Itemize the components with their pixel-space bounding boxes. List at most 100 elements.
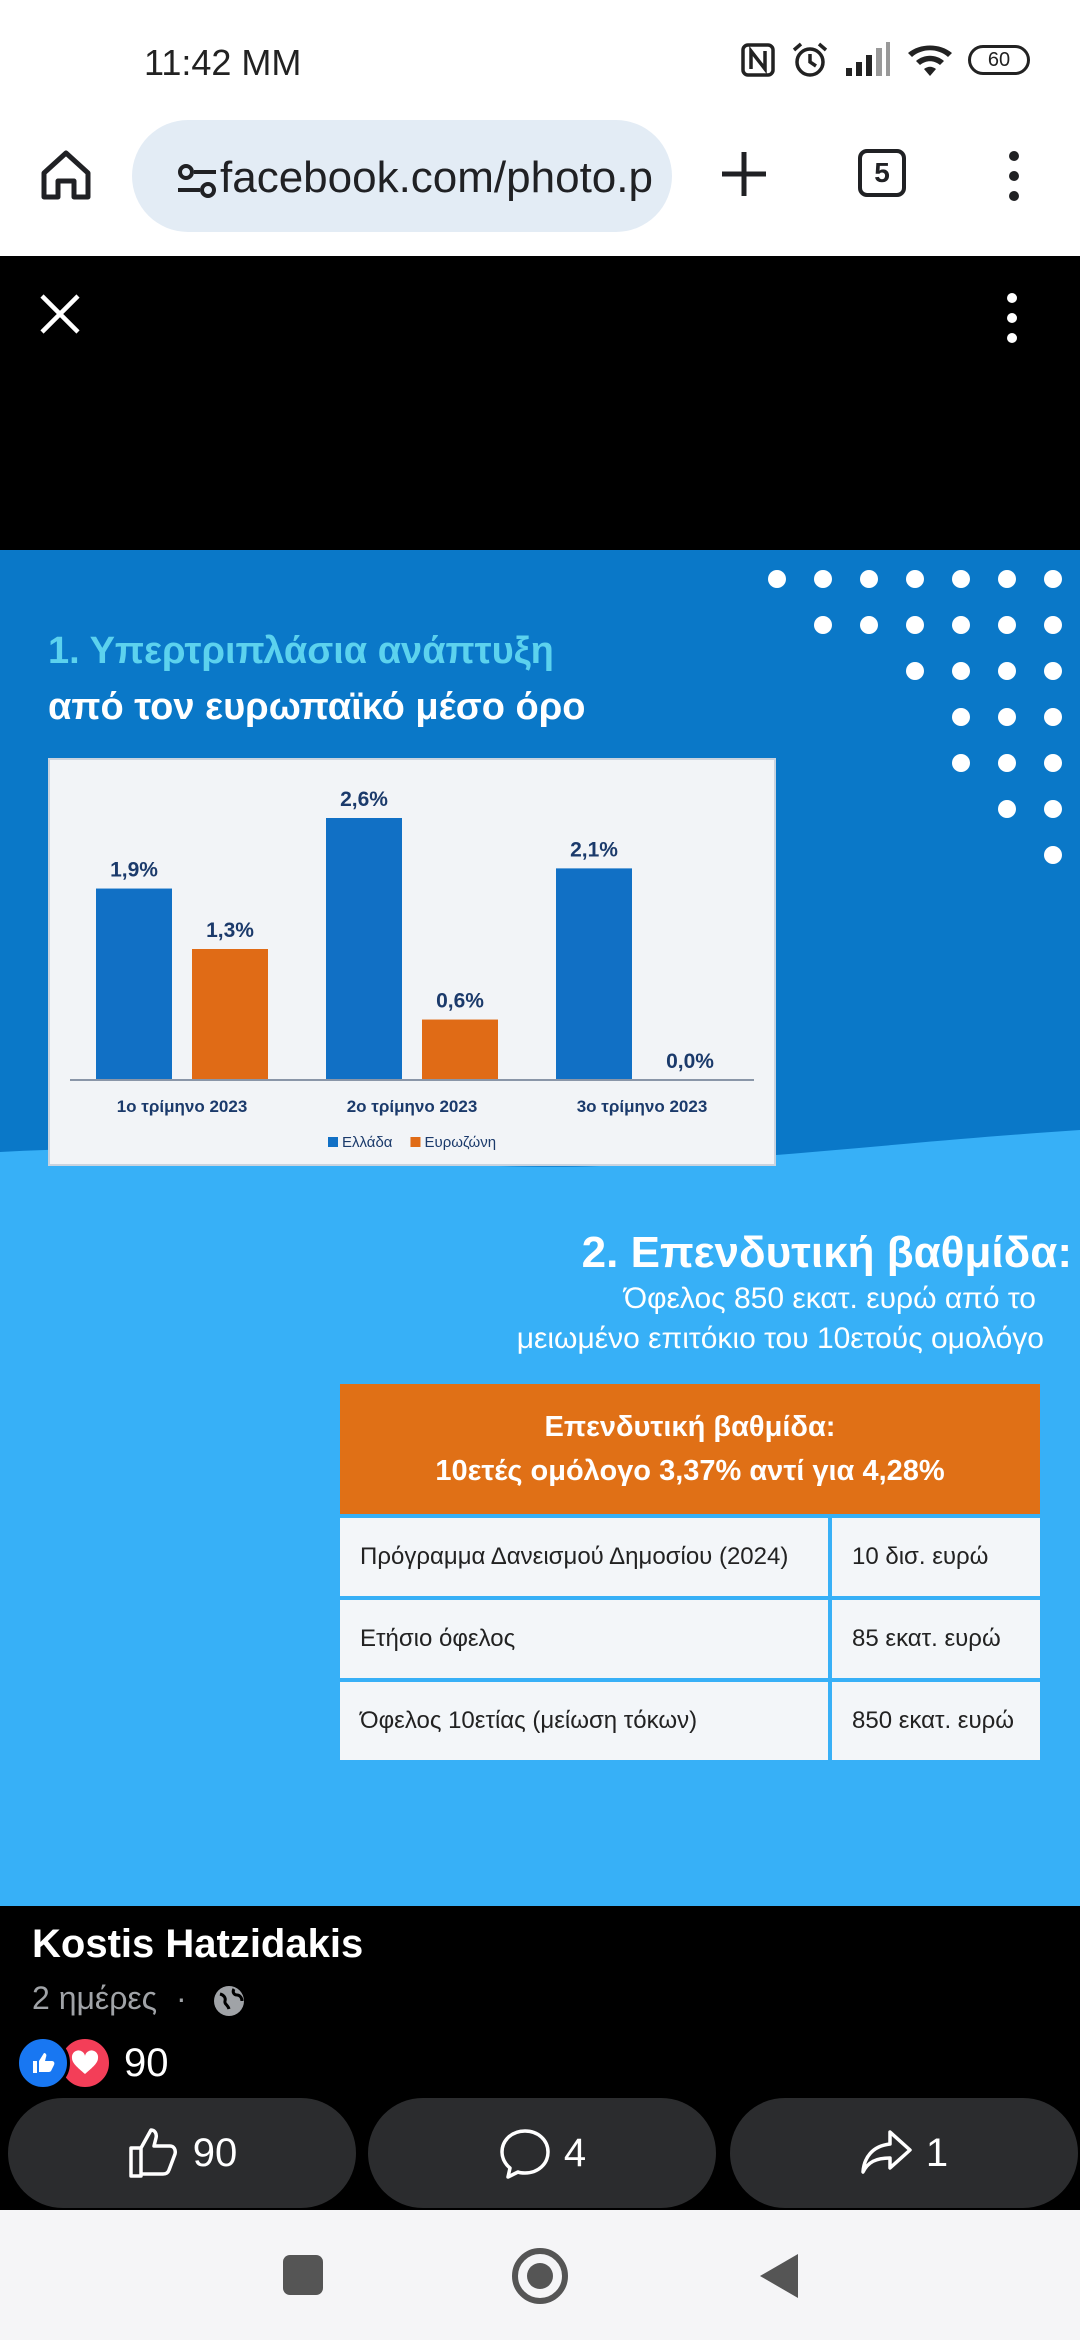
home-icon[interactable] — [36, 145, 96, 205]
comment-count: 4 — [563, 2130, 587, 2175]
table-row: Ετήσιο όφελος 85 εκατ. ευρώ — [340, 1600, 1040, 1678]
chart-bar — [422, 1019, 498, 1080]
chart-data-label: 1,9% — [110, 859, 158, 882]
chart-canvas: 1,9% 1,3% 1ο τρίμηνο 2023 2,6% 0,6% 2ο τρίμην… — [70, 788, 754, 1151]
comment-button[interactable]: 4 — [368, 2098, 716, 2208]
share-icon — [861, 2130, 912, 2174]
table-header: Επενδυτική βαθμίδα: 10ετές ομόλογο 3,37%… — [340, 1384, 1040, 1514]
chart-bar — [96, 888, 172, 1080]
decorative-dot — [952, 754, 970, 772]
section2-subtitle-line1: Όφελος 850 εκατ. ευρώ από το — [623, 1282, 1036, 1315]
decorative-dot — [860, 570, 878, 588]
post-time[interactable]: 2 ημέρες · — [32, 1980, 187, 2017]
table-cell-label: Πρόγραμμα Δανεισμού Δημοσίου (2024) — [340, 1518, 828, 1596]
decorative-dot — [1044, 570, 1062, 588]
decorative-dot — [1044, 800, 1062, 818]
legend-swatch — [328, 1137, 338, 1147]
section2-subtitle-line2: μειωμένο επιτόκιο του 10ετούς ομολόγο — [516, 1322, 1044, 1355]
decorative-dot — [814, 570, 832, 588]
status-time: 11:42 ΜΜ — [144, 42, 302, 83]
decorative-dot — [906, 662, 924, 680]
wifi-icon — [908, 45, 952, 76]
post-time-text: 2 ημέρες — [32, 1980, 158, 2016]
decorative-dot — [1044, 754, 1062, 772]
nfc-icon — [741, 43, 775, 77]
chart-bar — [192, 949, 268, 1080]
like-reaction-icon — [16, 2036, 70, 2090]
battery-level: 60 — [987, 48, 1011, 71]
decorative-dot — [814, 616, 832, 634]
recent-apps-icon[interactable] — [282, 2254, 324, 2296]
new-tab-icon[interactable] — [716, 146, 772, 202]
decorative-dot — [952, 616, 970, 634]
section1-title: 1. Υπερτριπλάσια ανάπτυξη — [48, 630, 554, 672]
battery-icon: 60 — [968, 45, 1030, 75]
site-settings-icon[interactable] — [176, 160, 218, 202]
legend-label: Ευρωζώνη — [424, 1134, 496, 1151]
decorative-dot — [1044, 708, 1062, 726]
decorative-dot — [906, 616, 924, 634]
url-text[interactable]: facebook.com/photo.php — [220, 153, 652, 202]
close-icon[interactable] — [36, 290, 84, 338]
chart-data-label: 2,6% — [340, 788, 388, 811]
decorative-dots — [768, 570, 1062, 864]
table-cell-label: Όφελος 10ετίας (μείωση τόκων) — [340, 1682, 828, 1760]
chart-data-label: 1,3% — [206, 919, 254, 942]
reaction-count: 90 — [124, 2040, 169, 2085]
like-button[interactable]: 90 — [8, 2098, 356, 2208]
system-navigation-bar — [0, 2210, 1080, 2340]
home-nav-icon[interactable] — [510, 2246, 570, 2306]
decorative-dot — [952, 570, 970, 588]
status-bar — [0, 0, 1080, 120]
chart-data-label: 0,0% — [666, 1050, 714, 1073]
photo-options-icon[interactable] — [1002, 290, 1022, 346]
decorative-dot — [1044, 846, 1062, 864]
section1-subtitle: από τον ευρωπαϊκό μέσο όρο — [48, 686, 586, 728]
chart-data-label: 2,1% — [570, 838, 618, 861]
section2-title: 2. Επενδυτική βαθμίδα: — [581, 1228, 1072, 1277]
table-cell-value: 850 εκατ. ευρώ — [832, 1682, 1040, 1760]
time-separator: · — [175, 1980, 187, 2016]
legend-swatch — [410, 1137, 421, 1147]
legend-label: Ελλάδα — [342, 1134, 393, 1151]
table-cell-value: 10 δισ. ευρώ — [832, 1518, 1040, 1596]
tab-switcher-button[interactable]: 5 — [858, 149, 906, 197]
status-icons: 60 — [740, 40, 1030, 80]
decorative-dot — [1044, 616, 1062, 634]
tab-count: 5 — [874, 157, 890, 188]
post-author[interactable]: Kostis Hatzidakis — [32, 1922, 364, 1966]
share-count: 1 — [925, 2130, 949, 2175]
decorative-dot — [952, 662, 970, 680]
chart-data-label: 0,6% — [436, 990, 484, 1013]
back-nav-icon[interactable] — [758, 2252, 800, 2300]
comment-icon — [500, 2129, 550, 2179]
table-header-line2: 10ετές ομόλογο 3,37% αντί για 4,28% — [435, 1455, 945, 1487]
table-row: Πρόγραμμα Δανεισμού Δημοσίου (2024) 10 δ… — [340, 1518, 1040, 1596]
decorative-dot — [768, 570, 786, 588]
decorative-dot — [860, 616, 878, 634]
decorative-dot — [1044, 662, 1062, 680]
decorative-dot — [998, 570, 1016, 588]
growth-chart: 1,9% 1,3% 1ο τρίμηνο 2023 2,6% 0,6% 2ο τρίμην… — [48, 758, 776, 1166]
share-button[interactable]: 1 — [730, 2098, 1078, 2208]
address-bar[interactable] — [132, 120, 672, 232]
thumbs-up-icon — [129, 2128, 177, 2178]
decorative-dot — [998, 754, 1016, 772]
like-count: 90 — [192, 2130, 238, 2175]
alarm-icon — [792, 42, 828, 77]
table-row: Όφελος 10ετίας (μείωση τόκων) 850 εκατ. … — [340, 1682, 1040, 1760]
decorative-dot — [998, 708, 1016, 726]
decorative-dot — [952, 708, 970, 726]
chart-bar — [556, 868, 632, 1080]
chart-category-label: 3ο τρίμηνο 2023 — [577, 1097, 708, 1116]
decorative-dot — [998, 800, 1016, 818]
chart-category-label: 1ο τρίμηνο 2023 — [117, 1097, 248, 1116]
reactions-summary[interactable]: 90 — [16, 2036, 169, 2090]
overflow-menu-icon[interactable] — [998, 148, 1030, 204]
table-cell-label: Ετήσιο όφελος — [340, 1600, 828, 1678]
decorative-dot — [998, 662, 1016, 680]
globe-icon — [214, 1986, 244, 2016]
table-header-line1: Επενδυτική βαθμίδα: — [544, 1411, 836, 1443]
chart-category-label: 2ο τρίμηνο 2023 — [347, 1097, 478, 1116]
table-cell-value: 85 εκατ. ευρώ — [832, 1600, 1040, 1678]
